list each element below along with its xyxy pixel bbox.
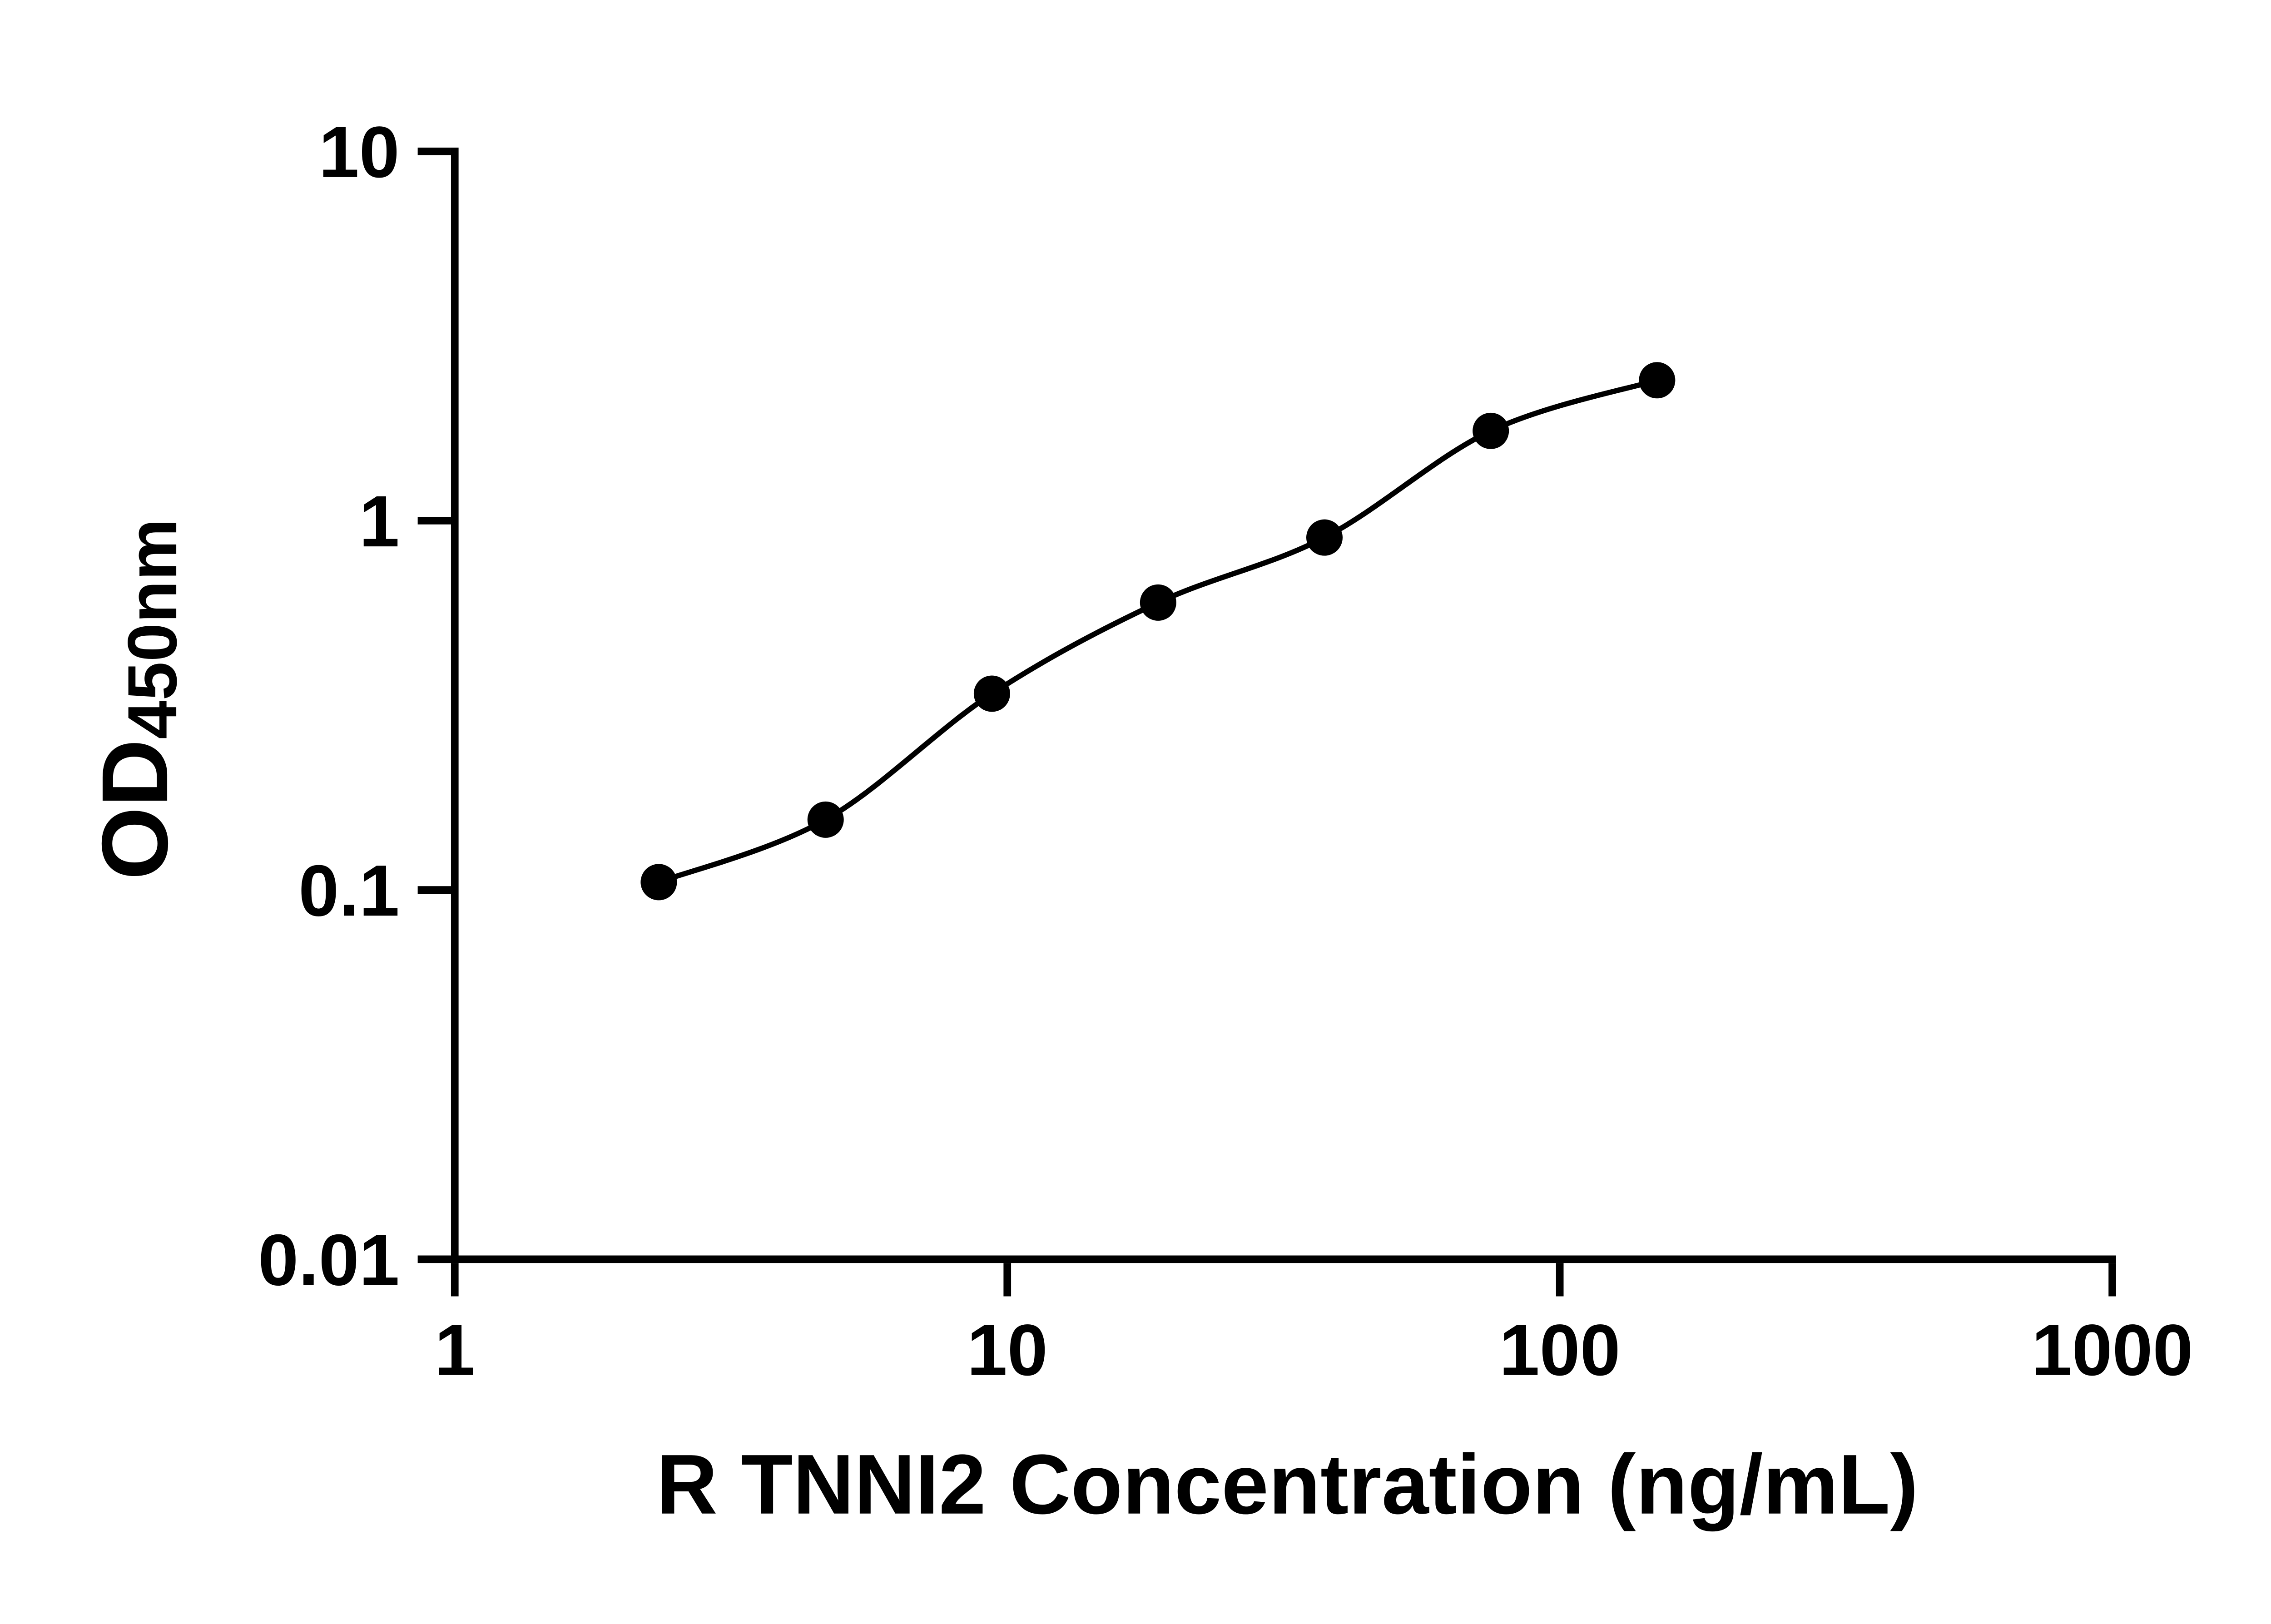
data-point — [1140, 584, 1176, 621]
plot-area: 1 10 100 1000 0.01 0.1 1 10 — [258, 111, 2193, 1391]
data-point — [1306, 519, 1343, 556]
x-tick-label: 100 — [1499, 1309, 1621, 1391]
y-tick-label: 10 — [319, 111, 400, 193]
x-tick-label: 1 — [435, 1309, 475, 1391]
data-point — [640, 864, 677, 901]
y-tick-label: 0.01 — [258, 1219, 399, 1300]
y-axis-label: OD450nm — [82, 519, 191, 880]
y-axis-label-main: OD — [82, 739, 187, 880]
data-point — [1639, 362, 1676, 399]
fit-curve — [658, 377, 1658, 885]
x-axis-label: R TNNI2 Concentration (ng/mL) — [656, 1437, 1919, 1532]
y-tick-label: 0.1 — [298, 850, 399, 931]
data-point — [973, 675, 1010, 712]
x-tick-label: 10 — [967, 1309, 1048, 1391]
x-tick-label: 1000 — [2032, 1309, 2193, 1391]
y-axis-label-sub: 450nm — [114, 519, 191, 739]
data-point — [807, 801, 844, 838]
y-tick-label: 1 — [359, 480, 400, 562]
data-point — [1473, 412, 1509, 449]
